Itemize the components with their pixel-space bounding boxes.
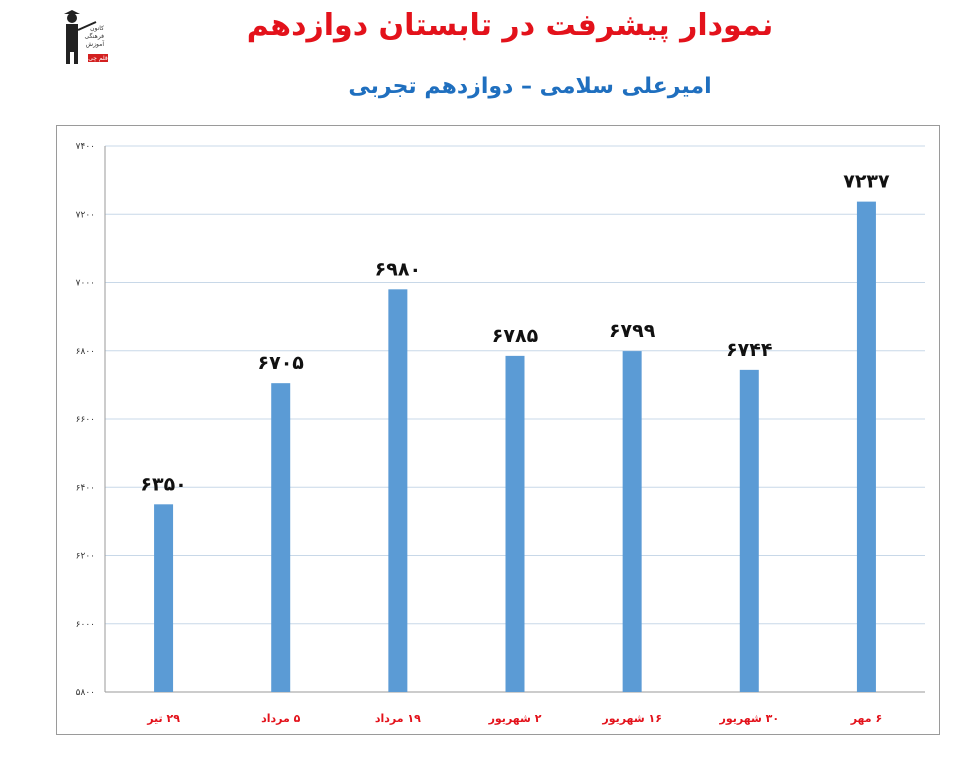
- chart-subtitle: امیرعلی سلامی – دوازدهم تجربی: [348, 74, 712, 99]
- graduate-teacher-logo-icon: کانون فرهنگی آموزش قلم چی: [64, 10, 108, 64]
- y-tick-label: ۶۲۰۰: [76, 552, 95, 562]
- y-tick-label: ۷۴۰۰: [76, 142, 95, 152]
- bar: [154, 504, 174, 692]
- data-label: ۶۷۸۵: [492, 325, 539, 347]
- bar: [739, 369, 759, 692]
- x-tick-label: ۲ شهریور: [488, 712, 542, 725]
- chart-title: نمودار پیشرفت در تابستان دوازدهم: [246, 8, 774, 43]
- logo-text-4: قلم چی: [88, 55, 108, 62]
- x-tick-label: ۶ مهر: [850, 712, 882, 725]
- data-label: ۷۲۳۷: [843, 171, 890, 193]
- data-label: ۶۳۵۰: [140, 473, 186, 495]
- y-tick-label: ۶۴۰۰: [76, 483, 95, 493]
- y-tick-label: ۵۸۰۰: [76, 688, 95, 698]
- bar: [505, 355, 525, 692]
- bar: [388, 289, 408, 692]
- bar: [271, 383, 291, 692]
- logo-text-3: آموزش: [86, 39, 105, 48]
- logo-text-1: کانون: [90, 25, 104, 32]
- chart-area: ۵۸۰۰ ۶۰۰۰ ۶۲۰۰ ۶۴۰۰ ۶۶۰۰ ۶۸۰۰ ۷۰۰۰ ۷۲۰۰ ۷۴۰۰ ۶۳۵۰…: [56, 125, 940, 735]
- bar: [856, 201, 876, 692]
- x-tick-label: ۵ مرداد: [261, 712, 301, 725]
- logo-text-2: فرهنگی: [85, 32, 105, 40]
- y-tick-label: ۶۸۰۰: [76, 347, 95, 357]
- data-label: ۶۹۸۰: [375, 258, 421, 280]
- bar-chart: ۵۸۰۰ ۶۰۰۰ ۶۲۰۰ ۶۴۰۰ ۶۶۰۰ ۶۸۰۰ ۷۰۰۰ ۷۲۰۰ ۷۴۰۰ ۶۳۵۰…: [76, 142, 925, 725]
- y-tick-label: ۷۲۰۰: [76, 210, 95, 220]
- data-label: ۶۷۹۹: [609, 320, 656, 342]
- data-label: ۶۷۴۴: [726, 339, 772, 361]
- data-label: ۶۷۰۵: [258, 352, 305, 374]
- x-tick-label: ۲۹ تیر: [146, 712, 180, 725]
- x-tick-label: ۱۹ مرداد: [375, 712, 421, 725]
- x-tick-label: ۱۶ شهریور: [601, 712, 662, 725]
- bar: [622, 351, 642, 692]
- y-tick-label: ۶۰۰۰: [76, 620, 95, 630]
- x-tick-label: ۳۰ شهریور: [719, 712, 780, 725]
- y-tick-label: ۶۶۰۰: [76, 415, 95, 425]
- y-tick-label: ۷۰۰۰: [76, 279, 95, 289]
